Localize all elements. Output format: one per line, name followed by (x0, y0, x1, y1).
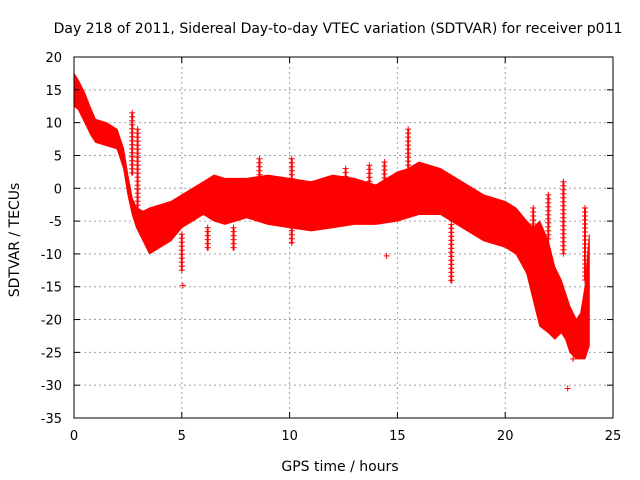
x-tick-label: 10 (281, 429, 298, 444)
x-tick-label: 5 (178, 429, 186, 444)
spike-marker (560, 250, 567, 257)
spike-marker (381, 183, 388, 190)
outlier-marker (570, 355, 577, 362)
spike-marker (448, 277, 455, 284)
y-tick-label: -35 (41, 412, 62, 427)
spike-marker (545, 235, 552, 242)
axis-ticks: 0 5 10 15 20 25 20 15 10 5 0 -5 -10 -15 -20 -25 -30 -35 (41, 51, 622, 444)
spike-marker (256, 175, 263, 182)
y-tick-label: -10 (41, 248, 62, 263)
outlier-marker (383, 252, 390, 259)
spike-marker (204, 244, 211, 251)
spike-marker (366, 190, 373, 197)
y-tick-label: -15 (41, 281, 62, 296)
plot-frame (73, 56, 614, 419)
spike-marker (405, 162, 412, 169)
x-tick-label: 25 (605, 429, 622, 444)
y-tick-label: 5 (54, 149, 62, 164)
y-tick-label: -20 (41, 314, 62, 329)
sdtvar-data-band (73, 71, 590, 360)
y-tick-label: -25 (41, 346, 62, 361)
x-tick-label: 15 (389, 429, 406, 444)
plot-border (73, 56, 614, 419)
y-tick-label: -30 (41, 379, 62, 394)
x-tick-label: 20 (497, 429, 514, 444)
y-axis-label: SDTVAR / TECUs (7, 183, 23, 298)
y-tick-label: 20 (45, 51, 62, 66)
y-tick-label: 10 (45, 117, 62, 132)
x-axis-label: GPS time / hours (281, 459, 398, 475)
spike-marker (129, 169, 136, 176)
spike-marker (178, 267, 185, 274)
spike-marker (530, 248, 537, 255)
data-series (73, 71, 590, 392)
outlier-marker (564, 385, 571, 392)
spike-marker (134, 206, 141, 213)
y-tick-label: 0 (54, 182, 62, 197)
chart-title: Day 218 of 2011, Sidereal Day-to-day VTE… (54, 21, 623, 37)
spike-marker (230, 244, 237, 251)
spike-marker (288, 239, 295, 246)
outlier-marker (179, 282, 186, 289)
y-tick-label: 15 (45, 84, 62, 99)
y-tick-label: -5 (49, 215, 62, 230)
spike-marker (581, 276, 588, 283)
spike-marker (342, 189, 349, 196)
x-tick-label: 0 (70, 429, 78, 444)
